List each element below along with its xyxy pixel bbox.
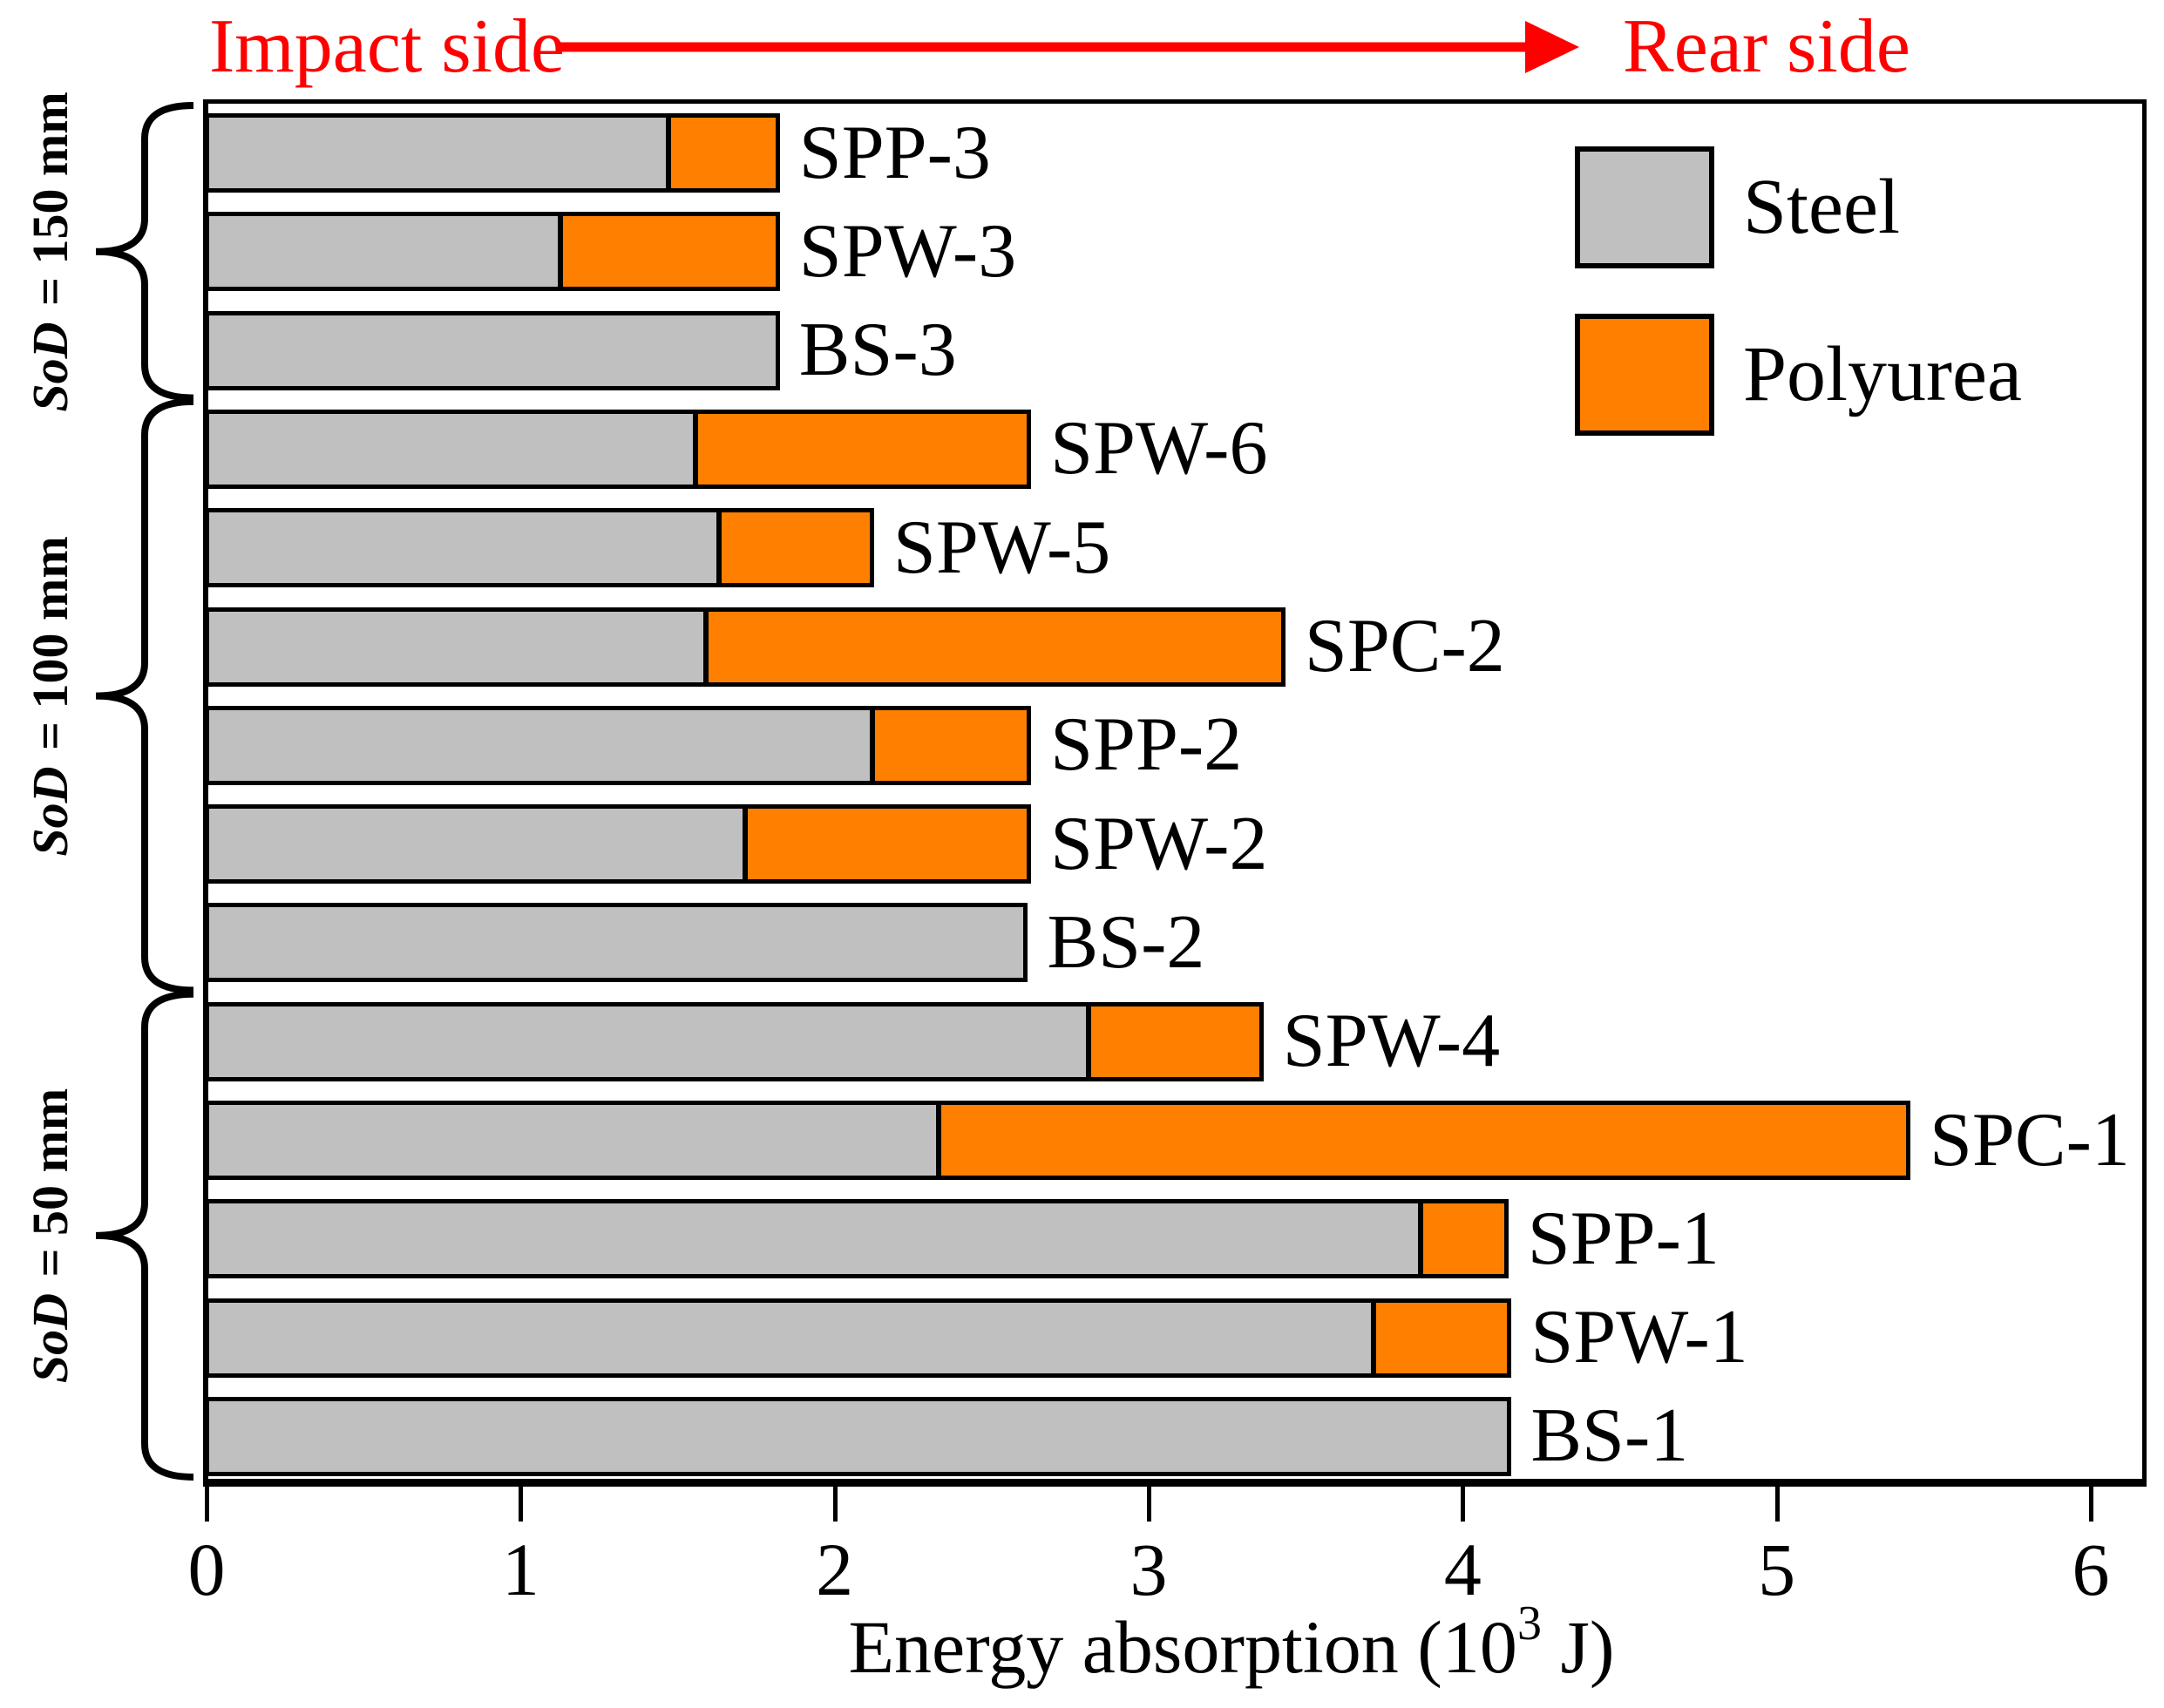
x-tick	[1461, 1487, 1466, 1522]
x-tick-label: 4	[1443, 1528, 1482, 1611]
bar-segment-steel	[209, 1400, 1508, 1472]
bar-label: SPW-5	[892, 505, 1111, 590]
bar-label: SPC-2	[1304, 604, 1505, 688]
bar-segment-polyurea	[557, 216, 776, 288]
bar-label: SPW-6	[1050, 406, 1268, 491]
bar-segment-steel	[209, 907, 1024, 979]
x-axis-title: Energy absorption (103 J)	[709, 1599, 1754, 1689]
bar-row	[205, 1001, 1264, 1081]
bar-label: SPW-2	[1050, 801, 1268, 886]
bar-row	[205, 705, 1032, 785]
bar-segment-steel	[209, 512, 716, 584]
direction-arrow-icon	[556, 21, 1579, 73]
bar-segment-polyurea	[869, 709, 1028, 781]
impact-side-label: Impact side	[209, 4, 566, 89]
x-tick-label: 5	[1758, 1528, 1796, 1611]
x-tick	[1146, 1487, 1151, 1522]
group-braces	[95, 102, 194, 1481]
x-tick-label: 3	[1129, 1528, 1168, 1611]
bar-row	[205, 903, 1028, 983]
bar-segment-polyurea	[716, 512, 870, 584]
bar-label: SPP-3	[798, 110, 991, 195]
bar-label: BS-1	[1530, 1393, 1689, 1479]
bar-label: BS-2	[1047, 899, 1205, 985]
bar-segment-steel	[209, 118, 666, 188]
bar-segment-steel	[209, 1203, 1418, 1275]
x-tick	[1774, 1487, 1780, 1522]
x-tick-label: 1	[501, 1528, 539, 1611]
bar-segment-steel	[209, 413, 693, 485]
bar-segment-polyurea	[936, 1105, 1906, 1176]
bar-row	[205, 212, 780, 292]
bar-row	[205, 409, 1032, 489]
bar-segment-steel	[209, 1302, 1372, 1373]
bar-row	[205, 804, 1032, 884]
rear-side-label: Rear side	[1623, 4, 1910, 89]
bar-segment-polyurea	[1371, 1302, 1508, 1373]
bar-segment-steel	[209, 611, 704, 682]
legend-steel-label: Steel	[1743, 164, 1900, 250]
bar-segment-steel	[209, 1006, 1087, 1077]
group-brace	[95, 990, 194, 1481]
group-brace	[95, 397, 194, 994]
group-label: SoD = 50 mm	[22, 1088, 78, 1384]
x-tick	[205, 1487, 209, 1522]
bar-row	[205, 607, 1286, 687]
bar-segment-polyurea	[1086, 1006, 1259, 1077]
x-axis-title-superscript: 3	[1516, 1596, 1542, 1650]
bar-label: SPC-1	[1929, 1097, 2130, 1183]
x-tick-label: 6	[2072, 1528, 2110, 1611]
group-label: SoD = 100 mm	[22, 535, 78, 857]
bar-segment-polyurea	[665, 118, 776, 188]
bar-row	[205, 310, 780, 390]
bar-segment-steel	[209, 709, 870, 781]
bar-row	[205, 1101, 1910, 1180]
bar-segment-steel	[209, 216, 558, 288]
bar-row	[205, 113, 780, 193]
x-tick	[519, 1487, 524, 1522]
legend-steel-swatch	[1575, 146, 1714, 268]
legend-polyurea-swatch	[1575, 314, 1714, 436]
bar-row	[205, 508, 874, 588]
bar-label: SPW-4	[1282, 999, 1501, 1084]
bar-segment-polyurea	[1417, 1203, 1504, 1275]
bar-segment-polyurea	[703, 611, 1281, 682]
bar-row	[205, 1199, 1509, 1279]
bar-segment-steel	[209, 315, 776, 386]
x-tick-label: 0	[187, 1528, 226, 1611]
bar-label: SPP-2	[1050, 702, 1243, 788]
bar-row	[205, 1298, 1512, 1378]
legend-polyurea-label: Polyurea	[1743, 331, 2022, 417]
x-tick	[2088, 1487, 2093, 1522]
bar-segment-steel	[209, 809, 743, 880]
x-axis-title-text: Energy absorption (10	[848, 1605, 1517, 1689]
bar-label: SPW-1	[1530, 1295, 1748, 1380]
group-label: SoD = 150 mm	[22, 92, 78, 412]
bar-segment-steel	[209, 1105, 937, 1176]
group-brace	[95, 102, 194, 402]
plot-area	[203, 99, 2147, 1487]
x-axis-title-unit: J)	[1541, 1605, 1615, 1689]
bar-row	[205, 1396, 1512, 1476]
bar-label: SPW-3	[798, 208, 1017, 294]
bar-label: BS-3	[798, 308, 957, 393]
bar-segment-polyurea	[742, 809, 1028, 880]
x-tick	[832, 1487, 838, 1522]
bar-segment-polyurea	[692, 413, 1028, 485]
x-tick-label: 2	[816, 1528, 854, 1611]
bar-label: SPP-1	[1527, 1196, 1720, 1281]
